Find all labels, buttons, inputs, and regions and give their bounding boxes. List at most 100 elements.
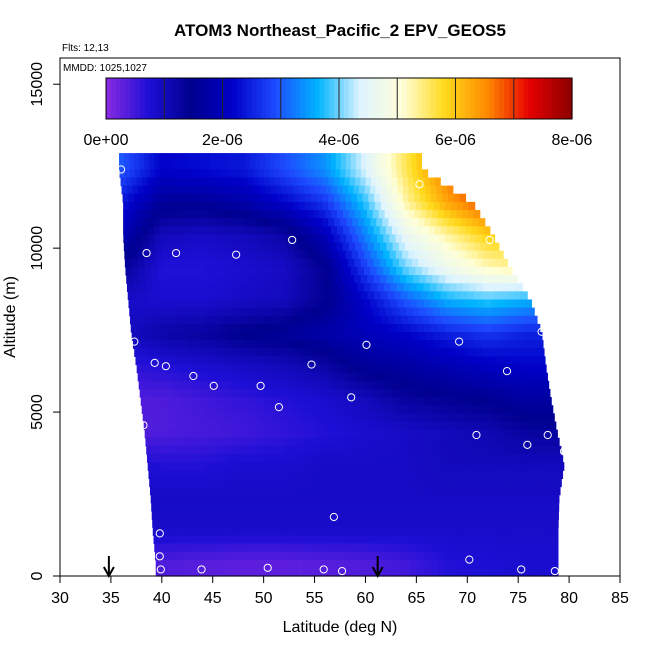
colorbar-cell [387,78,393,119]
curtain-cell [387,315,396,325]
curtain-cell [440,429,448,439]
curtain-cell [411,161,418,170]
curtain-cell [369,323,377,333]
curtain-cell [231,185,239,195]
curtain-cell [491,299,499,309]
curtain-cell [298,242,306,252]
curtain-cell [414,185,421,195]
curtain-cell [139,340,148,349]
curtain-cell [179,161,186,170]
curtain-cell [162,559,170,569]
curtain-cell [509,429,517,439]
curtain-cell [320,153,327,162]
curtain-cell [257,201,265,211]
curtain-cell [233,258,241,268]
curtain-cell [199,429,208,439]
curtain-cell [218,364,226,374]
curtain-cell [360,445,368,455]
curtain-cell [144,153,150,162]
curtain-cell [165,275,173,284]
curtain-cell [329,380,338,390]
curtain-cell [133,283,141,292]
curtain-cell [426,307,434,317]
curtain-cell [411,462,419,471]
curtain-cell [167,454,176,463]
curtain-cell [351,193,358,203]
curtain-cell [232,502,241,512]
curtain-cell [346,445,355,455]
curtain-cell [495,340,503,349]
curtain-cell [150,169,157,179]
curtain-cell [323,429,331,439]
curtain-cell [159,226,167,235]
curtain-cell [429,535,438,545]
curtain-cell [130,242,137,252]
curtain-cell [176,307,184,317]
curtain-cell [191,234,199,244]
curtain-cell [351,250,359,260]
curtain-cell [320,364,329,374]
curtain-cell [403,323,411,333]
curtain-cell [243,397,251,406]
curtain-cell [215,551,223,561]
curtain-cell [276,299,284,309]
curtain-cell [370,283,378,292]
curtain-cell [396,266,404,276]
curtain-cell [234,153,241,162]
curtain-cell [380,242,387,252]
curtain-cell [493,291,502,301]
curtain-cell [323,559,331,569]
curtain-cell [390,283,398,292]
curtain-cell [307,478,315,488]
curtain-cell [205,201,212,211]
colorbar-tick-label: 2e-06 [202,132,243,149]
curtain-cell [307,250,315,260]
curtain-cell [326,315,335,325]
curtain-cell [336,299,344,309]
curtain-cell [260,291,269,301]
curtain-cell [504,510,512,520]
curtain-cell [472,372,480,382]
curtain-cell [469,258,477,268]
curtain-cell [243,185,250,195]
curtain-cell [544,543,552,553]
curtain-cell [432,421,440,431]
curtain-cell [524,519,532,528]
curtain-cell [378,429,386,439]
curtain-cell [363,567,371,577]
curtain-cell [309,299,318,309]
curtain-cell [162,307,171,317]
sample-point [256,381,265,390]
curtain-cell [394,356,403,366]
curtain-cell [178,421,186,431]
colorbar-cell [436,78,442,119]
curtain-cell [537,551,546,561]
curtain-cell [208,551,217,561]
curtain-cell [422,169,429,179]
curtain-cell [191,169,198,179]
colorbar-cell [372,78,379,119]
curtain-cell [472,470,481,479]
curtain-cell [255,218,263,227]
curtain-cell [379,226,387,235]
curtain-cell [405,258,413,268]
curtain-cell [452,380,461,390]
curtain-cell [282,429,290,439]
curtain-cell [505,323,514,333]
curtain-cell [335,258,343,268]
curtain-cell [223,242,231,252]
curtain-cell [256,559,264,569]
curtain-cell [310,437,319,447]
curtain-cell [155,567,164,577]
curtain-cell [159,332,167,341]
curtain-cell [206,210,213,219]
curtain-cell [371,429,380,439]
curtain-cell [429,510,437,520]
curtain-cell [175,348,183,357]
curtain-cell [206,519,214,528]
curtain-cell [286,494,295,504]
curtain-cell [168,348,176,357]
curtain-cell [493,470,501,479]
curtain-cell [154,462,163,471]
curtain-cell [177,364,186,374]
